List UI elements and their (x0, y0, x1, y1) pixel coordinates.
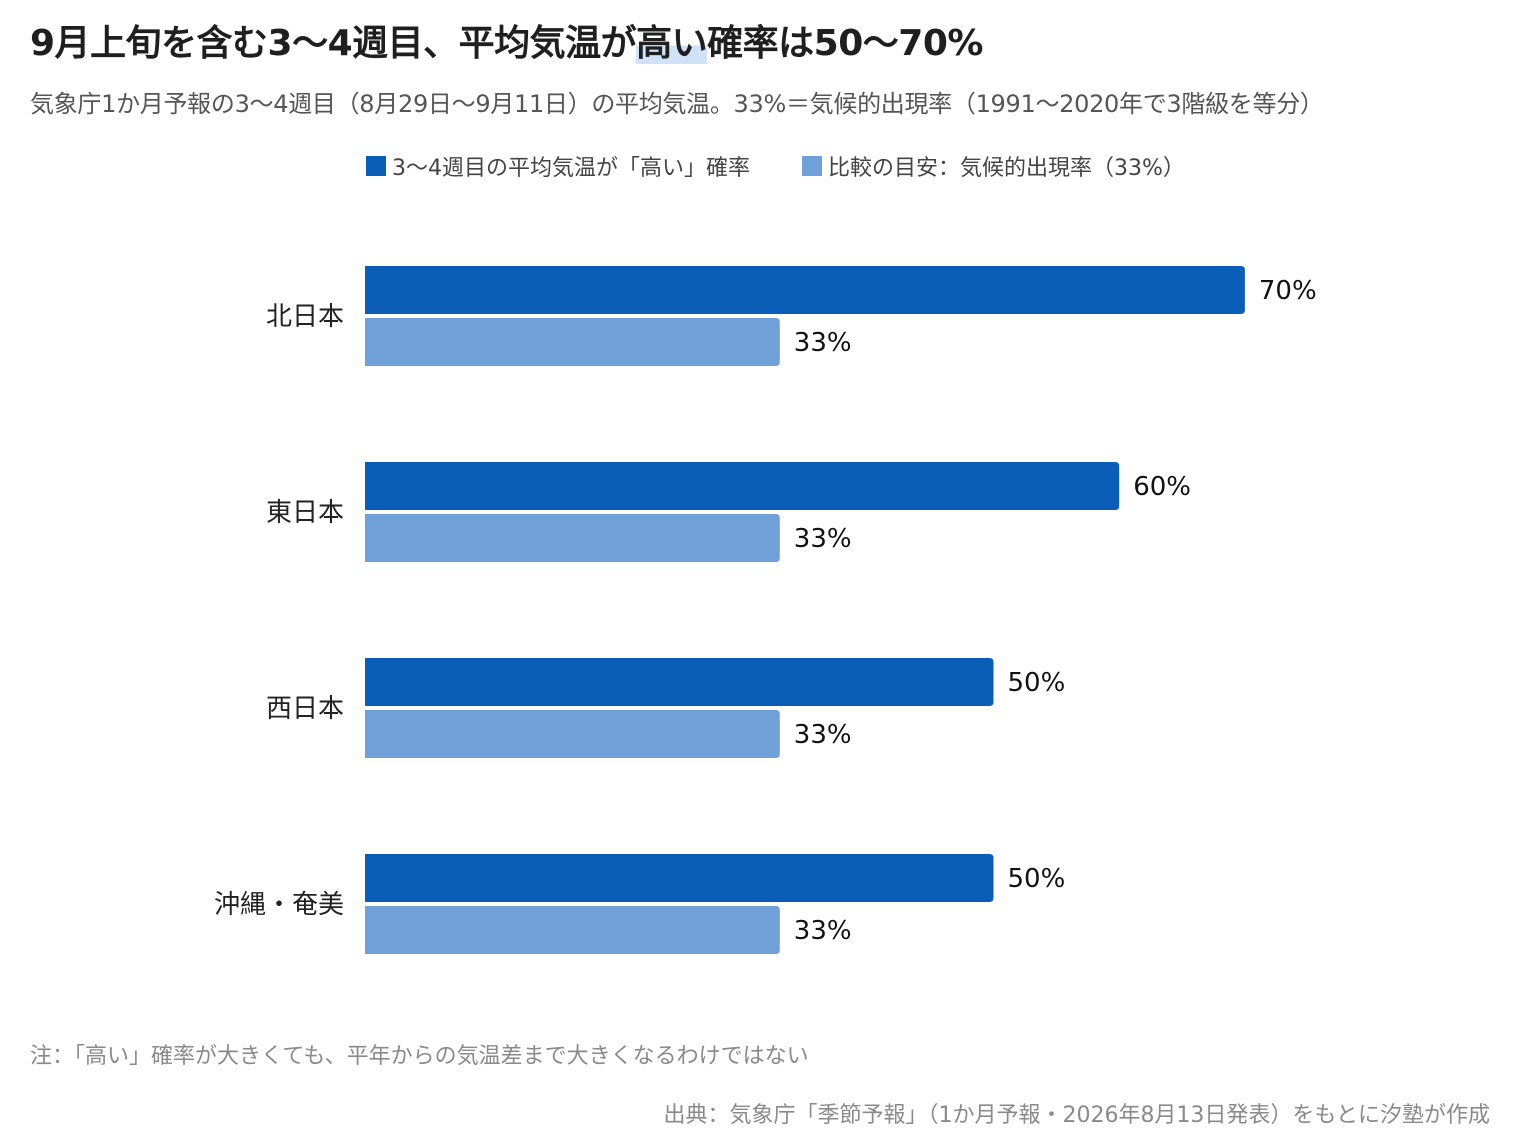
bar-climatology (365, 710, 780, 758)
category-label: 西日本 (266, 694, 344, 724)
bar-high-probability (365, 854, 994, 902)
bar-value-label: 33% (794, 720, 852, 750)
chart-subtitle: 気象庁1か月予報の3〜4週目（8月29日〜9月11日）の平均気温。33%＝気候的… (30, 90, 1324, 118)
bar-high-probability (365, 658, 994, 706)
category-label: 東日本 (266, 498, 344, 528)
bar-value-label: 50% (1008, 864, 1066, 894)
bar-high-probability (365, 462, 1120, 510)
bar-climatology (365, 906, 780, 954)
bar-value-label: 60% (1133, 472, 1191, 502)
bar-value-label: 33% (794, 524, 852, 554)
legend-swatch-baseline (802, 156, 822, 176)
category-label: 沖縄・奄美 (214, 890, 344, 920)
bar-value-label: 70% (1259, 276, 1317, 306)
title-text-after: 確率は50〜70% (707, 23, 983, 64)
category-label: 北日本 (266, 302, 344, 332)
legend-item-climatology: 比較の目安：気候的出現率（33%） (802, 150, 1185, 182)
bar-value-label: 50% (1008, 668, 1066, 698)
source-credit: 出典：気象庁「季節予報」（1か月予報・2026年8月13日発表）をもとに汐塾が作… (663, 1103, 1490, 1128)
footnote: 注：「高い」確率が大きくても、平年からの気温差まで大きくなるわけではない (30, 1044, 809, 1069)
legend-item-high-probability: 3〜4週目の平均気温が「高い」確率 (366, 150, 750, 182)
chart-legend: 3〜4週目の平均気温が「高い」確率 比較の目安：気候的出現率（33%） (366, 150, 1185, 182)
bar-value-label: 33% (794, 328, 852, 358)
bar-high-probability (365, 266, 1245, 314)
bar-value-label: 33% (794, 916, 852, 946)
legend-label-high-probability: 3〜4週目の平均気温が「高い」確率 (392, 156, 750, 181)
title-text-before: 9月上旬を含む3〜4週目、平均気温が (30, 23, 637, 64)
title-highlight: 高い (636, 23, 708, 64)
chart-title: 9月上旬を含む3〜4週目、平均気温が高い確率は50〜70% (30, 14, 983, 66)
bar-climatology (365, 514, 780, 562)
bar-climatology (365, 318, 780, 366)
legend-swatch-primary (366, 156, 386, 176)
legend-label-climatology: 比較の目安：気候的出現率（33%） (828, 156, 1185, 181)
